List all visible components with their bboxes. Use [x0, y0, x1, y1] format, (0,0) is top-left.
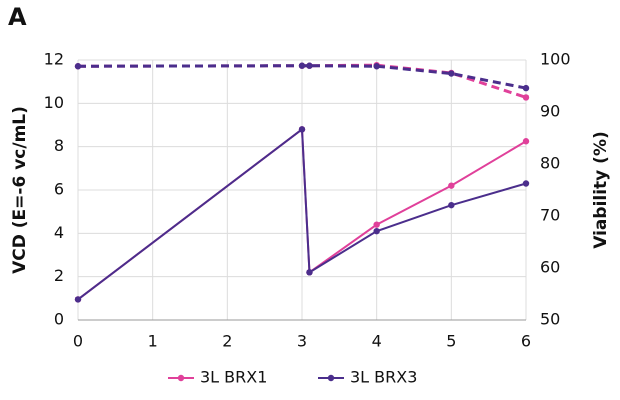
y2-tick-label: 70 — [540, 206, 560, 225]
point — [522, 180, 530, 187]
x-tick-label: 3 — [297, 332, 307, 351]
y-tick-label: 4 — [54, 223, 64, 242]
x-tick-label: 6 — [521, 332, 531, 351]
x-tick-label: 2 — [222, 332, 232, 351]
y2-tick-label: 80 — [540, 154, 560, 173]
y-axis-label: VCD (E=-6 vc/mL) — [10, 106, 30, 274]
point — [306, 62, 313, 69]
point — [522, 94, 530, 101]
x-tick-label: 5 — [446, 332, 456, 351]
panel-label: A — [8, 3, 27, 31]
y2-tick-label: 90 — [540, 102, 560, 121]
point — [448, 201, 455, 209]
x-tick-label: 4 — [372, 332, 382, 351]
legend-label: 3L BRX3 — [350, 368, 417, 387]
x-tick-label: 0 — [73, 332, 83, 351]
point — [373, 227, 380, 235]
point — [74, 296, 82, 303]
y-tick-label: 10 — [44, 93, 64, 112]
dashed-line — [77, 64, 527, 90]
y2-axis-label: Viability (%) — [591, 131, 611, 249]
y-tick-label: 12 — [44, 50, 64, 69]
point — [74, 63, 82, 70]
point — [298, 62, 306, 69]
point — [448, 182, 455, 189]
legend-marker — [327, 374, 335, 382]
legend-label: 3L BRX1 — [200, 368, 267, 387]
y-tick-label: 8 — [54, 136, 64, 155]
y-tick-label: 2 — [54, 266, 64, 285]
legend-marker — [177, 374, 185, 382]
y-tick-label: 6 — [54, 180, 64, 199]
point — [522, 84, 530, 92]
y2-tick-label: 50 — [540, 310, 560, 329]
y2-tick-label: 60 — [540, 258, 560, 277]
y-tick-label: 0 — [54, 310, 64, 329]
y2-tick-label: 100 — [540, 50, 571, 69]
x-tick-label: 1 — [148, 332, 158, 351]
line — [77, 127, 527, 301]
point — [298, 126, 306, 133]
point — [373, 63, 380, 70]
point — [448, 70, 455, 77]
point — [522, 138, 530, 145]
point — [306, 269, 313, 276]
point — [373, 221, 380, 228]
